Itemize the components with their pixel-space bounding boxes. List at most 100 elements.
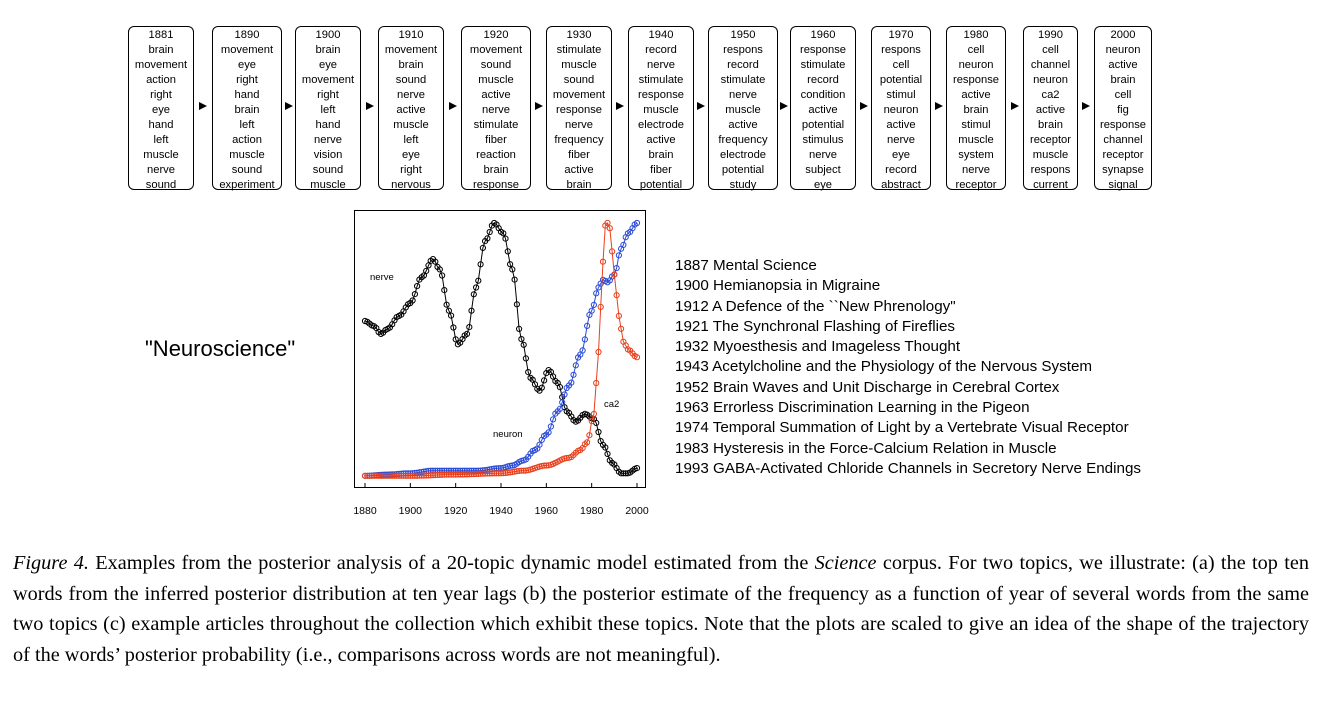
annotation-neuron: neuron — [493, 429, 523, 440]
topic-word: nerve — [647, 59, 675, 71]
caption-text-2: corpus. For two topics, we illustrate: (… — [13, 552, 1309, 666]
data-point-ca2 — [384, 472, 391, 479]
data-point-ca2 — [633, 354, 641, 361]
topic-word: muscle — [143, 149, 179, 161]
topic-word: experiment — [219, 179, 275, 191]
topic-word: hand — [148, 119, 174, 131]
topic-word: frequency — [554, 134, 604, 146]
data-point-nerve — [604, 450, 611, 457]
topic-word: active — [1108, 59, 1138, 71]
topic-word: left — [239, 119, 255, 131]
topic-word: potential — [721, 164, 765, 176]
data-point-ca2 — [400, 472, 407, 479]
topic-word: cell — [1114, 89, 1132, 101]
data-point-ca2 — [513, 468, 520, 475]
topic-word: potential — [879, 74, 923, 86]
data-point-neuron — [568, 379, 575, 386]
topic-word: abstract — [881, 179, 921, 191]
topic-word: nerve — [314, 134, 342, 146]
topic-word: active — [481, 89, 511, 101]
data-point-ca2 — [504, 469, 511, 476]
topic-word: stimul — [961, 119, 991, 131]
topic-word: active — [1035, 104, 1066, 116]
topic-word: electrode — [719, 149, 767, 161]
topic-word: left — [320, 104, 336, 116]
topic-box-year: 1910 — [398, 29, 424, 41]
topic-word: sound — [480, 59, 512, 71]
x-tick-label: 1920 — [443, 505, 468, 517]
topic-box-year: 1930 — [566, 29, 592, 41]
topic-word: brain — [148, 44, 174, 56]
topic-box-1970: 1970 respons cell potential stimul neuron acti… — [871, 26, 931, 191]
data-point-ca2 — [500, 470, 507, 477]
data-point-ca2 — [407, 472, 414, 479]
topic-box-1881: 1881 brain movement action right eye hand left m… — [128, 26, 194, 191]
data-point-ca2 — [425, 472, 432, 479]
data-point-nerve — [473, 284, 480, 291]
topic-word: active — [396, 104, 426, 116]
topic-word: muscle — [393, 119, 429, 131]
data-point-ca2 — [615, 312, 622, 320]
topic-box-year: 1960 — [810, 29, 836, 41]
topic-box-year: 1940 — [648, 29, 674, 41]
data-point-ca2 — [611, 271, 618, 278]
data-point-neuron — [572, 362, 579, 369]
arrow-right-icon — [697, 102, 705, 110]
data-point-neuron — [507, 462, 514, 469]
data-point-nerve — [541, 377, 548, 384]
arrow-right-icon — [534, 102, 543, 110]
data-point-ca2 — [402, 472, 409, 479]
topic-word: study — [729, 179, 757, 191]
caption-label: Figure 4. — [13, 552, 89, 574]
arrow-right-icon — [1010, 102, 1019, 110]
topic-word: active — [886, 119, 916, 131]
topic-word: nervous — [391, 179, 431, 191]
topic-word: muscle — [1032, 149, 1069, 161]
data-point-ca2 — [463, 471, 471, 478]
topic-word: reaction — [476, 149, 516, 161]
topic-word: stimulate — [800, 59, 846, 71]
arrow-right-icon — [616, 102, 624, 110]
x-tick-label: 1940 — [489, 505, 513, 517]
topic-word: response — [472, 179, 520, 191]
data-point-neuron — [579, 347, 586, 354]
data-point-neuron — [561, 391, 568, 398]
article-item: 1932 Myoesthesis and Imageless Thought — [675, 338, 961, 356]
data-point-nerve — [423, 267, 430, 275]
data-point-nerve — [538, 384, 545, 391]
topic-word: muscle — [310, 179, 346, 191]
data-point-nerve — [602, 444, 609, 451]
data-point-nerve — [556, 384, 563, 391]
data-point-ca2 — [595, 348, 602, 356]
topic-word: respons — [723, 44, 763, 56]
topic-word: potential — [801, 119, 845, 131]
word-frequency-plot — [354, 210, 646, 488]
arrow-right-icon — [365, 102, 374, 110]
data-point-nerve — [452, 336, 459, 343]
data-point-ca2 — [418, 472, 425, 479]
topic-box-1950: 1950 respons record stimulate nerve muscle act… — [708, 26, 778, 191]
data-point-nerve — [622, 470, 629, 477]
annotation-ca2: ca2 — [604, 399, 620, 410]
data-point-ca2 — [375, 472, 382, 479]
caption-journal: Science — [814, 552, 877, 574]
topic-box-1910: 1910 movement brain sound nerve active muscle l… — [378, 26, 444, 191]
topic-word: hand — [234, 89, 260, 101]
article-item: 1974 Temporal Summation of Light by a Ve… — [675, 419, 1129, 437]
topic-word: eye — [318, 59, 338, 71]
article-item: 1952 Brain Waves and Unit Discharge in C… — [675, 378, 1060, 396]
data-point-neuron — [590, 301, 597, 309]
topic-word: muscle — [478, 74, 514, 86]
data-point-nerve — [486, 228, 493, 236]
topic-word: movement — [469, 44, 523, 56]
topic-word: left — [153, 134, 169, 146]
topic-word: response — [952, 74, 1000, 86]
topic-word: fiber — [650, 164, 672, 176]
data-point-ca2 — [436, 471, 443, 478]
topic-word: channel — [1030, 59, 1071, 71]
topic-word: right — [400, 164, 422, 176]
topic-word: right — [236, 74, 258, 86]
data-point-nerve — [414, 283, 421, 290]
topic-word: electrode — [637, 119, 685, 131]
topic-word: cell — [967, 44, 985, 56]
